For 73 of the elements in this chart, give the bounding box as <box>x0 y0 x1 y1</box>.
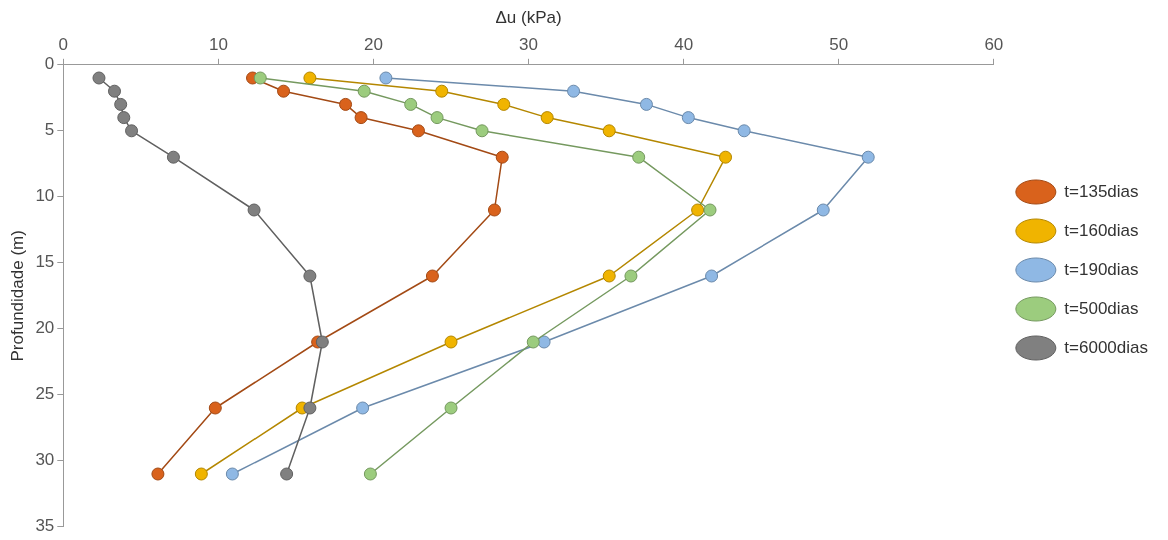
y-tick-label: 30 <box>35 450 55 470</box>
point <box>92 71 106 85</box>
point <box>363 467 377 481</box>
point <box>404 97 418 111</box>
point <box>151 467 165 481</box>
y-tick-label: 5 <box>44 120 55 140</box>
point <box>247 203 261 217</box>
point <box>356 401 370 415</box>
point <box>567 84 581 98</box>
point <box>166 150 180 164</box>
point <box>497 97 511 111</box>
x-tick-label: 30 <box>519 35 539 55</box>
point <box>107 84 121 98</box>
point <box>194 467 208 481</box>
y-tick-label: 25 <box>35 384 55 404</box>
legend-label: t=6000dias <box>1064 337 1148 357</box>
point <box>487 203 501 217</box>
point <box>495 150 509 164</box>
x-tick-label: 20 <box>364 35 383 55</box>
x-tick-label: 50 <box>829 35 849 55</box>
point <box>253 71 267 85</box>
x-tick-label: 10 <box>208 35 228 55</box>
point <box>280 467 294 481</box>
point <box>303 71 317 85</box>
point <box>303 269 317 283</box>
point <box>425 269 439 283</box>
y-tick-label: 0 <box>44 54 55 74</box>
point <box>435 84 449 98</box>
point <box>602 269 616 283</box>
point <box>117 111 131 125</box>
point <box>602 124 616 138</box>
point <box>303 401 317 415</box>
y-tick-label: 10 <box>35 186 55 206</box>
x-axis-title: Δu (kPa) <box>495 7 562 27</box>
y-tick-label: 35 <box>35 516 55 536</box>
point <box>125 124 139 138</box>
point <box>225 467 239 481</box>
point <box>526 335 540 349</box>
point <box>444 335 458 349</box>
point <box>339 97 353 111</box>
point <box>354 111 368 125</box>
point <box>208 401 222 415</box>
legend-label: t=190dias <box>1064 259 1139 279</box>
point <box>357 84 371 98</box>
point <box>315 335 329 349</box>
point <box>624 269 638 283</box>
point <box>114 97 128 111</box>
point <box>691 203 705 217</box>
x-tick-label: 40 <box>674 35 694 55</box>
y-tick-label: 15 <box>35 252 55 272</box>
point <box>703 203 717 217</box>
y-axis-title: Profundidade (m) <box>7 230 27 362</box>
point <box>639 97 653 111</box>
y-tick-label: 20 <box>35 318 55 338</box>
legend-label: t=135dias <box>1064 181 1139 201</box>
point <box>632 150 646 164</box>
point <box>737 124 751 138</box>
point <box>861 150 875 164</box>
legend-label: t=160dias <box>1064 220 1139 240</box>
point <box>444 401 458 415</box>
point <box>681 111 695 125</box>
point <box>719 150 733 164</box>
point <box>540 111 554 125</box>
point <box>411 124 425 138</box>
point <box>277 84 291 98</box>
point <box>430 111 444 125</box>
point <box>816 203 830 217</box>
point <box>475 124 489 138</box>
point <box>705 269 719 283</box>
x-tick-label: 60 <box>984 35 1004 55</box>
x-tick-label: 0 <box>58 35 69 55</box>
legend-label: t=500dias <box>1064 298 1139 318</box>
point <box>379 71 393 85</box>
